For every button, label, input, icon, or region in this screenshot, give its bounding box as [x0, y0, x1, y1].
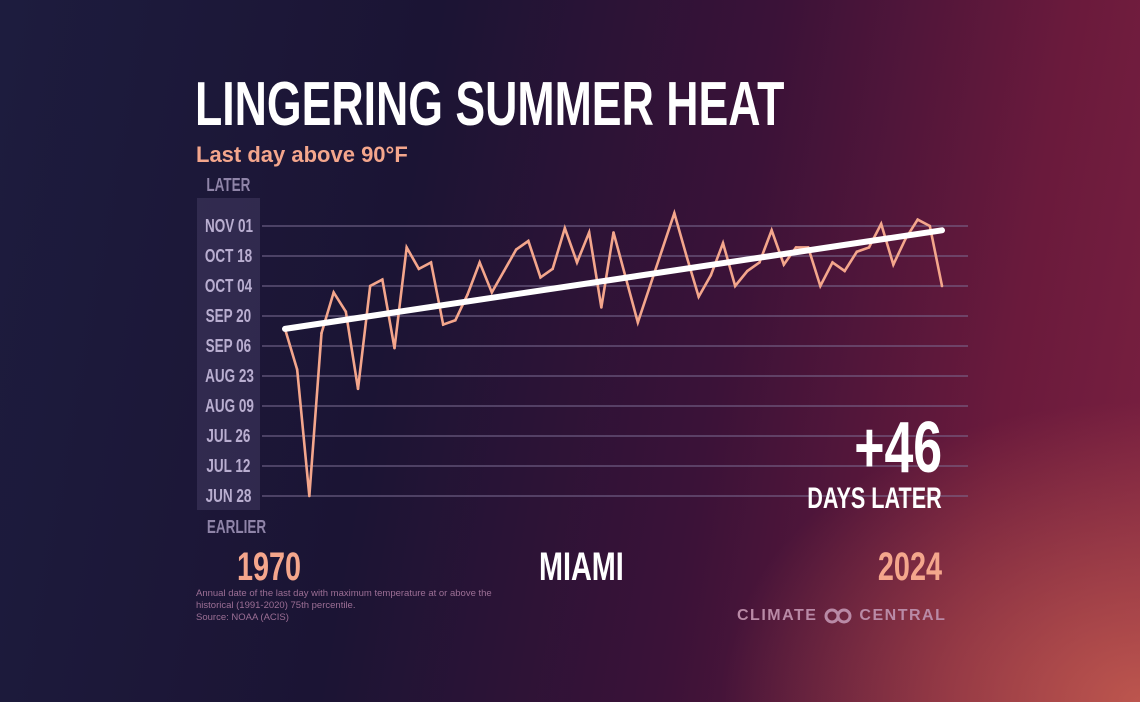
- data-point: [648, 284, 652, 288]
- data-point: [843, 269, 846, 273]
- data-point: [575, 261, 579, 264]
- data-point: [831, 261, 834, 264]
- data-point: [782, 263, 786, 266]
- data-point: [393, 346, 396, 350]
- data-point: [940, 284, 944, 288]
- data-point: [709, 273, 713, 277]
- data-point: [368, 284, 372, 288]
- logo-text-right: CENTRAL: [859, 607, 947, 624]
- y-axis-bottom-label: EARLIER: [206, 517, 267, 537]
- data-point: [381, 278, 384, 281]
- y-tick-label: JUL 12: [206, 456, 251, 476]
- data-point: [514, 248, 518, 251]
- data-point: [332, 291, 335, 294]
- data-point: [758, 261, 761, 264]
- data-point: [721, 241, 725, 245]
- data-point: [660, 248, 664, 251]
- data-point: [563, 226, 567, 230]
- footnote: Annual date of the last day with maximum…: [196, 588, 496, 624]
- data-point: [539, 276, 542, 279]
- data-point: [892, 263, 895, 266]
- data-point: [867, 246, 871, 249]
- data-point: [308, 494, 311, 498]
- data-point: [587, 231, 591, 234]
- linked-rings-icon: [824, 608, 852, 624]
- data-point: [928, 224, 932, 228]
- y-tick-label: OCT 18: [204, 246, 253, 266]
- data-point: [819, 284, 822, 288]
- location-label: MIAMI: [539, 545, 624, 589]
- footnote-text: Annual date of the last day with maximum…: [196, 588, 492, 611]
- data-point: [429, 261, 433, 264]
- data-point: [733, 284, 737, 288]
- data-point: [673, 211, 676, 215]
- data-point: [636, 321, 640, 324]
- y-axis-top-label: LATER: [206, 175, 251, 195]
- y-axis-band: [197, 198, 260, 510]
- data-point: [551, 267, 554, 271]
- y-tick-label: OCT 04: [204, 276, 253, 296]
- chart-title: LINGERING SUMMER HEAT: [195, 70, 785, 139]
- data-point: [502, 269, 506, 273]
- chart-subtitle: Last day above 90°F: [196, 142, 408, 167]
- climate-central-logo: CLIMATE CENTRAL: [737, 607, 946, 625]
- data-point: [527, 239, 530, 243]
- data-point: [441, 323, 445, 326]
- data-point: [794, 246, 798, 249]
- data-point: [466, 293, 469, 296]
- x-start-label: 1970: [237, 545, 302, 589]
- change-label: DAYS LATER: [807, 482, 942, 515]
- data-point: [344, 310, 348, 314]
- data-point: [770, 228, 773, 232]
- data-point: [478, 261, 481, 264]
- data-point: [405, 246, 408, 249]
- data-point: [916, 218, 919, 221]
- x-end-label: 2024: [877, 545, 942, 589]
- y-tick-label: SEP 06: [205, 336, 252, 356]
- data-point: [356, 387, 360, 391]
- data-point: [490, 291, 494, 294]
- data-point: [879, 222, 883, 226]
- data-point: [320, 331, 323, 335]
- trend-line: [282, 227, 945, 332]
- data-point: [454, 318, 457, 322]
- data-point: [600, 306, 603, 309]
- data-point: [746, 269, 749, 273]
- y-tick-label: SEP 20: [205, 306, 252, 326]
- y-tick-label: JUN 28: [205, 486, 252, 506]
- data-point: [685, 254, 688, 258]
- logo-text-left: CLIMATE: [737, 607, 818, 624]
- data-point: [417, 267, 421, 271]
- source-text: Source: NOAA (ACIS): [196, 612, 289, 623]
- data-point: [855, 250, 859, 254]
- change-value: +46: [854, 408, 942, 488]
- y-tick-label: JUL 26: [206, 426, 251, 446]
- y-tick-label: AUG 23: [205, 366, 254, 386]
- data-point: [612, 231, 615, 234]
- y-tick-label: AUG 09: [205, 396, 254, 416]
- data-point: [295, 368, 299, 371]
- data-point: [697, 295, 700, 299]
- y-tick-label: NOV 01: [205, 216, 254, 236]
